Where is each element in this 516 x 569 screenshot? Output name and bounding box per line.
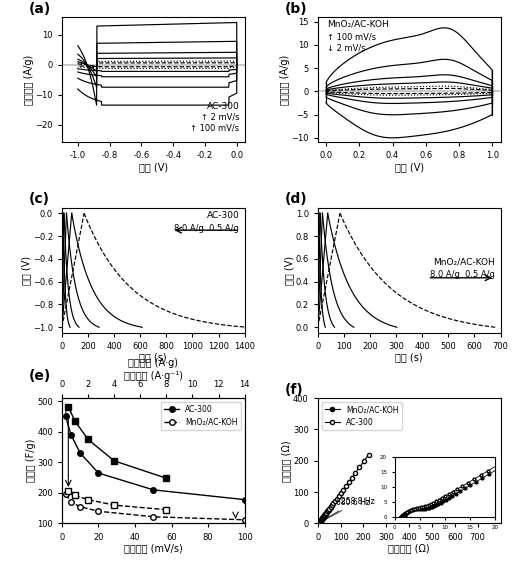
X-axis label: 电流密度 (A·g⁻¹): 电流密度 (A·g⁻¹): [124, 371, 183, 381]
AC-300: [315, 520, 321, 527]
AC-300: [77, 450, 83, 456]
MnO₂/AC-KOH: [316, 519, 322, 526]
Text: 8.0 A/g  0.5 A/g: 8.0 A/g 0.5 A/g: [174, 224, 239, 233]
Line: MnO₂/AC-KOH: MnO₂/AC-KOH: [316, 502, 334, 526]
Y-axis label: 阻抗虚部 (Ω): 阻抗虚部 (Ω): [282, 440, 292, 481]
AC-300: [68, 431, 74, 438]
Line: AC-300: AC-300: [316, 452, 370, 526]
X-axis label: 阻抗实部 (Ω): 阻抗实部 (Ω): [389, 543, 430, 553]
Text: (a): (a): [29, 2, 51, 16]
AC-300: [62, 413, 69, 420]
AC-300: [316, 519, 322, 526]
MnO₂/AC-KOH: [317, 518, 323, 525]
AC-300: [317, 517, 324, 524]
Y-axis label: 电流密度 (A/g): 电流密度 (A/g): [24, 55, 34, 105]
Line: AC-300: AC-300: [63, 414, 248, 502]
AC-300: [319, 515, 326, 522]
Text: (f): (f): [285, 383, 303, 397]
MnO₂/AC-KOH: [316, 519, 322, 526]
Text: ↓ 2 mV/s: ↓ 2 mV/s: [327, 43, 365, 52]
Text: (e): (e): [29, 369, 51, 383]
AC-300: [365, 451, 372, 458]
MnO₂/AC-KOH: [62, 491, 69, 498]
Text: AC-300: AC-300: [206, 102, 239, 111]
AC-300: [150, 486, 156, 493]
Text: AC-300: AC-300: [206, 211, 239, 220]
MnO₂/AC-KOH: [95, 508, 102, 515]
MnO₂/AC-KOH: [321, 513, 327, 519]
Text: (b): (b): [285, 2, 308, 16]
MnO₂/AC-KOH: [315, 519, 321, 526]
Text: MnO₂/AC-KOH: MnO₂/AC-KOH: [327, 19, 389, 28]
Y-axis label: 电流密度 (A/g): 电流密度 (A/g): [280, 55, 290, 105]
Text: ↑ 100 mV/s: ↑ 100 mV/s: [327, 32, 376, 41]
Text: A: A: [65, 406, 72, 415]
Y-axis label: 电位 (V): 电位 (V): [21, 255, 31, 285]
X-axis label: 电位 (V): 电位 (V): [139, 162, 168, 172]
MnO₂/AC-KOH: [241, 517, 248, 523]
X-axis label: 时间 (s): 时间 (s): [139, 352, 167, 362]
AC-300: [95, 469, 102, 476]
Legend: AC-300, MnO₂/AC-KOH: AC-300, MnO₂/AC-KOH: [161, 402, 241, 430]
Text: (d): (d): [285, 192, 308, 207]
Text: 680.6 Hz: 680.6 Hz: [321, 497, 370, 522]
Legend: MnO₂/AC-KOH, AC-300: MnO₂/AC-KOH, AC-300: [321, 402, 401, 430]
Text: ↑ 2 mV/s: ↑ 2 mV/s: [201, 112, 239, 121]
Text: 8.0 A/g  0.5 A/g: 8.0 A/g 0.5 A/g: [430, 270, 495, 279]
AC-300: [318, 516, 325, 523]
Text: (c): (c): [29, 192, 50, 207]
AC-300: [241, 496, 248, 503]
MnO₂/AC-KOH: [329, 501, 335, 508]
MnO₂/AC-KOH: [150, 513, 156, 520]
MnO₂/AC-KOH: [68, 498, 74, 505]
X-axis label: 扫描速度 (mV/s): 扫描速度 (mV/s): [124, 543, 183, 553]
Text: ↑ 100 mV/s: ↑ 100 mV/s: [190, 123, 239, 133]
Text: MnO₂/AC-KOH: MnO₂/AC-KOH: [433, 258, 495, 267]
Y-axis label: 比容量 (F/g): 比容量 (F/g): [26, 439, 36, 483]
AC-300: [335, 493, 342, 500]
AC-300: [317, 517, 324, 524]
Line: MnO₂/AC-KOH: MnO₂/AC-KOH: [63, 492, 248, 522]
X-axis label: 时间 (s): 时间 (s): [395, 352, 423, 362]
MnO₂/AC-KOH: [316, 519, 322, 526]
X-axis label: 电位 (V): 电位 (V): [395, 162, 424, 172]
Text: 电流密度 (A·g): 电流密度 (A·g): [128, 357, 179, 368]
Text: 258.8 Hz: 258.8 Hz: [321, 497, 375, 522]
Y-axis label: 电位 (V): 电位 (V): [284, 255, 294, 285]
MnO₂/AC-KOH: [77, 503, 83, 510]
MnO₂/AC-KOH: [315, 520, 321, 527]
